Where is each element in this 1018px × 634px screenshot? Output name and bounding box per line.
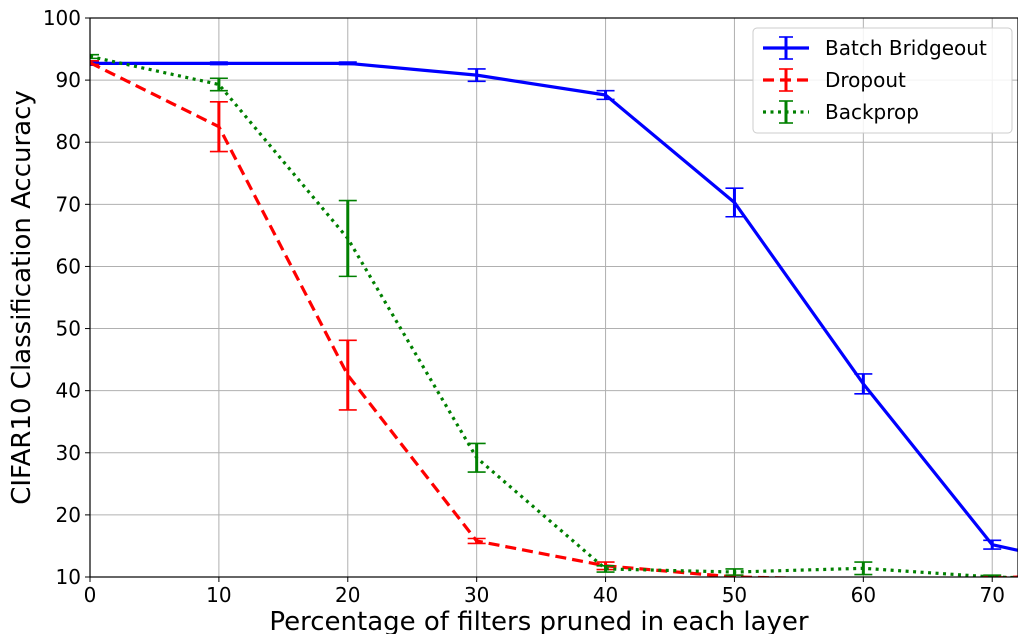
y-tick-label: 80 xyxy=(56,130,81,154)
y-tick-label: 20 xyxy=(56,503,81,527)
y-tick-label: 70 xyxy=(56,192,81,216)
series-batch-bridgeout xyxy=(90,60,1018,552)
series-line xyxy=(90,54,1018,577)
x-tick-label: 60 xyxy=(851,583,876,607)
legend-label: Backprop xyxy=(825,100,919,124)
y-tick-label: 50 xyxy=(56,317,81,341)
legend-label: Batch Bridgeout xyxy=(825,36,987,60)
y-tick-label: 90 xyxy=(56,68,81,92)
legend-item: Batch Bridgeout xyxy=(763,36,987,60)
y-axis-label: CIFAR10 Classification Accuracy xyxy=(7,90,37,505)
plot-frame xyxy=(89,17,1018,578)
x-tick-label: 70 xyxy=(979,583,1004,607)
legend-box xyxy=(752,27,1013,134)
legend-item: Backprop xyxy=(763,100,919,124)
x-tick-label: 10 xyxy=(206,583,231,607)
x-tick-label: 40 xyxy=(593,583,618,607)
series-layer xyxy=(90,53,1018,577)
legend-item: Dropout xyxy=(763,68,906,92)
y-tick-label: 100 xyxy=(43,6,81,30)
y-tick-label: 30 xyxy=(56,441,81,465)
y-tick-label: 40 xyxy=(56,379,81,403)
legend: Batch Bridgeout Dropout Backprop xyxy=(752,27,1013,134)
legend-label: Dropout xyxy=(825,68,906,92)
x-tick-label: 50 xyxy=(722,583,747,607)
x-tick-label: 0 xyxy=(84,583,97,607)
series-dropout xyxy=(90,60,1018,577)
y-tick-label: 10 xyxy=(56,565,81,589)
x-tick-label: 30 xyxy=(464,583,489,607)
y-tick-label: 60 xyxy=(56,254,81,278)
x-axis-label: Percentage of filters pruned in each lay… xyxy=(269,607,809,634)
series-line xyxy=(90,61,1018,577)
series-backprop xyxy=(90,53,1018,577)
x-tick-label: 20 xyxy=(335,583,360,607)
series-line xyxy=(90,61,1018,552)
